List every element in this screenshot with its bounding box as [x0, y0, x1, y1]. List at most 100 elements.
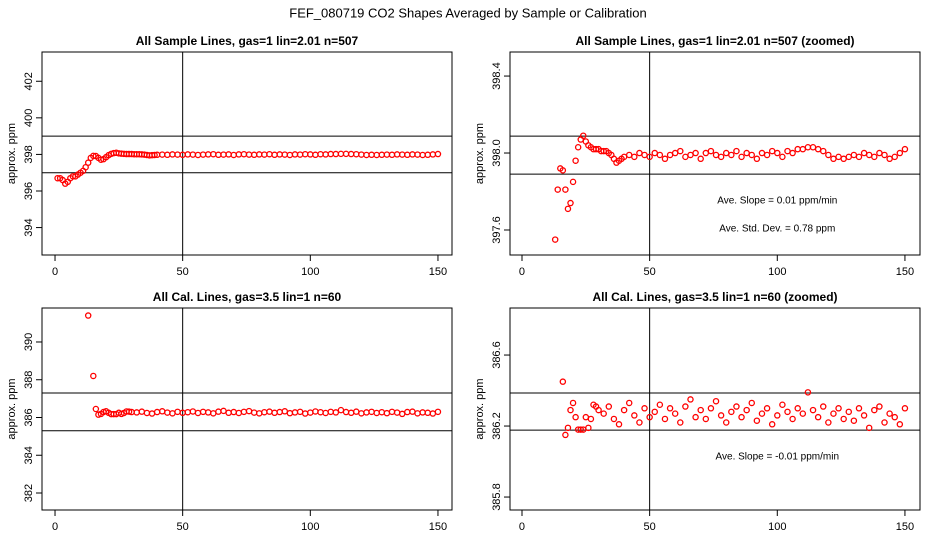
point	[728, 151, 735, 159]
point	[322, 151, 329, 158]
point	[151, 151, 158, 159]
point	[404, 151, 411, 159]
point	[256, 151, 263, 158]
point	[138, 408, 146, 415]
point	[358, 151, 365, 158]
point	[388, 408, 396, 416]
y-tick-label: 398.4	[491, 62, 503, 90]
point	[347, 409, 355, 417]
y-tick-label: 386.6	[491, 341, 503, 369]
point	[768, 421, 776, 428]
point	[799, 410, 807, 417]
point	[368, 151, 375, 159]
point	[562, 186, 569, 193]
point	[814, 413, 822, 421]
y-axis-label: approx. ppm	[474, 378, 486, 439]
point	[337, 150, 345, 158]
point	[250, 151, 258, 159]
point	[677, 419, 684, 426]
annotation: Ave. Slope = 0.01 ppm/min	[717, 196, 837, 207]
point	[261, 408, 268, 416]
point	[353, 150, 360, 158]
point	[393, 151, 401, 158]
x-tick-label: 100	[768, 266, 786, 278]
x-tick-label: 100	[768, 521, 786, 533]
point	[564, 424, 572, 432]
point	[266, 150, 273, 158]
point	[276, 151, 283, 158]
point	[804, 143, 812, 151]
point	[189, 408, 197, 415]
point	[261, 151, 268, 158]
x-tick-label: 0	[52, 266, 58, 278]
y-tick-label: 385.8	[491, 483, 503, 511]
point	[174, 151, 181, 158]
point	[845, 408, 853, 416]
point	[271, 409, 278, 417]
y-tick-label: 397.6	[491, 216, 503, 244]
point	[733, 403, 740, 410]
point	[865, 424, 873, 432]
point	[184, 408, 192, 416]
plot-frame	[41, 51, 453, 256]
point	[84, 159, 92, 166]
y-tick-label: 390	[23, 333, 35, 351]
x-tick-label: 50	[644, 521, 656, 533]
point	[896, 421, 904, 428]
point	[891, 413, 898, 421]
point	[661, 155, 669, 163]
point	[301, 410, 309, 417]
point	[758, 410, 766, 417]
point	[850, 417, 858, 424]
point	[825, 419, 832, 426]
point	[722, 419, 730, 426]
plot-frame	[509, 51, 921, 256]
point	[327, 408, 334, 416]
y-tick-label: 384	[23, 446, 35, 464]
point	[322, 409, 329, 417]
point	[835, 405, 842, 412]
point	[881, 151, 888, 159]
point	[373, 151, 380, 159]
point	[419, 409, 426, 416]
point	[697, 406, 704, 414]
point	[871, 153, 878, 161]
point	[291, 151, 299, 158]
point	[184, 151, 192, 158]
point	[631, 153, 638, 161]
y-tick-label: 386.2	[491, 412, 503, 440]
point	[158, 408, 166, 415]
point	[342, 408, 350, 416]
point	[409, 408, 416, 415]
point	[819, 147, 827, 155]
point	[850, 151, 858, 159]
x-tick-label: 0	[519, 521, 525, 533]
point	[393, 409, 401, 416]
point	[199, 151, 207, 158]
point	[225, 151, 232, 158]
point	[605, 403, 613, 410]
point	[666, 151, 674, 159]
point	[636, 419, 643, 426]
point	[210, 150, 217, 158]
point	[230, 408, 237, 416]
point	[733, 147, 740, 155]
point	[809, 143, 817, 151]
point	[779, 153, 786, 161]
point	[763, 405, 771, 412]
point	[572, 413, 579, 421]
point	[90, 372, 97, 380]
point	[738, 153, 745, 161]
point	[220, 151, 227, 158]
point	[784, 408, 791, 416]
point	[656, 151, 664, 159]
point	[220, 407, 227, 415]
point	[363, 409, 370, 416]
plot-frame	[41, 307, 453, 511]
point	[567, 199, 574, 207]
point	[789, 149, 796, 157]
y-tick-label: 402	[23, 72, 35, 90]
point	[779, 401, 786, 408]
point	[572, 157, 579, 164]
panel-title: All Sample Lines, gas=1 lin=2.01 n=507 (…	[575, 34, 854, 48]
